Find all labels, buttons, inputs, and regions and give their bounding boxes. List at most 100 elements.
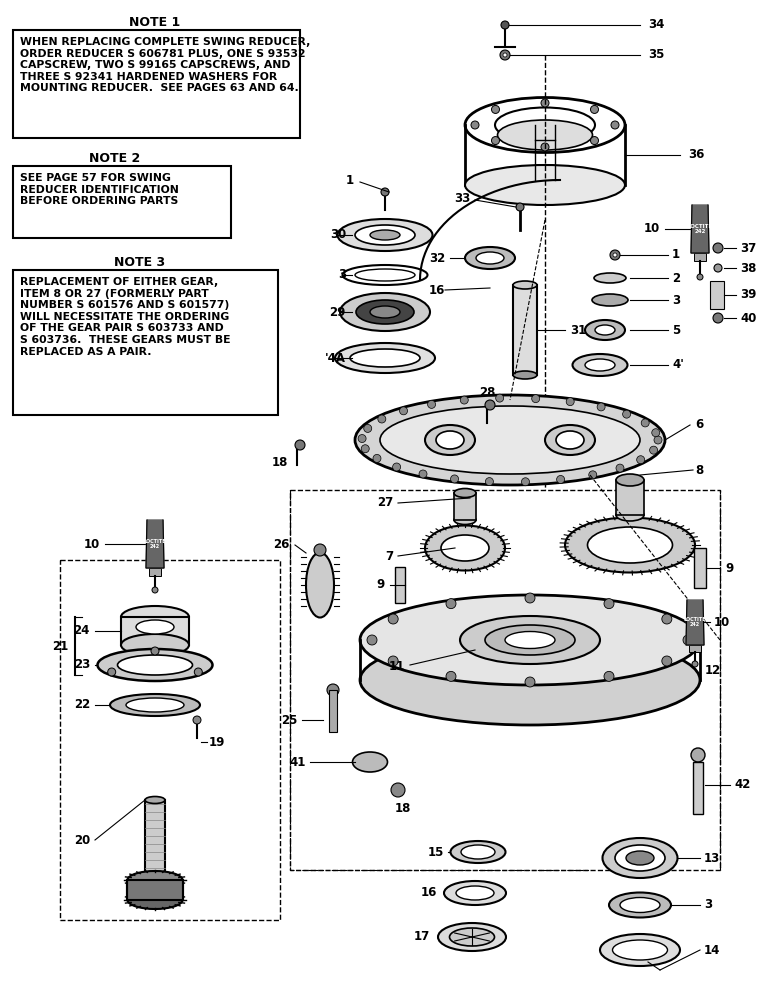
Ellipse shape [616,474,644,486]
Polygon shape [146,520,164,568]
Circle shape [400,407,408,415]
Bar [710,281,724,309]
Ellipse shape [620,898,660,912]
Circle shape [597,403,605,411]
Bar [149,568,161,576]
Text: NOTE 2: NOTE 2 [90,151,141,164]
Ellipse shape [444,881,506,905]
Text: SEE PAGE 57 FOR SWING
REDUCER IDENTIFICATION
BEFORE ORDERING PARTS: SEE PAGE 57 FOR SWING REDUCER IDENTIFICA… [20,173,179,206]
Ellipse shape [612,940,668,960]
Ellipse shape [460,616,600,664]
Circle shape [697,274,703,280]
Polygon shape [691,205,709,253]
Ellipse shape [449,928,495,946]
Text: 3: 3 [704,898,712,912]
Text: 9: 9 [377,578,385,591]
Circle shape [485,400,495,410]
Ellipse shape [451,841,506,863]
Circle shape [314,544,326,556]
Ellipse shape [136,620,174,634]
Text: WHEN REPLACING COMPLETE SWING REDUCER,
ORDER REDUCER S 606781 PLUS, ONE S 93532
: WHEN REPLACING COMPLETE SWING REDUCER, O… [20,37,310,93]
Ellipse shape [602,838,678,878]
Circle shape [654,436,662,444]
Text: NOTE 3: NOTE 3 [114,255,165,268]
Text: 10: 10 [644,223,660,235]
Ellipse shape [438,923,506,951]
Circle shape [714,264,722,272]
Circle shape [589,471,597,479]
Ellipse shape [573,354,628,376]
Text: 5: 5 [672,324,680,336]
Circle shape [692,661,698,667]
Circle shape [492,105,499,113]
Ellipse shape [626,851,654,865]
Text: 16: 16 [421,886,437,900]
Circle shape [662,656,672,666]
Text: 29: 29 [330,306,346,318]
Text: 20: 20 [74,834,90,846]
Bar [689,645,701,652]
Ellipse shape [585,359,615,371]
Text: 21: 21 [52,640,68,652]
Ellipse shape [360,635,700,725]
Circle shape [501,21,509,29]
Bar [454,493,476,520]
Circle shape [566,398,574,406]
Text: 8: 8 [695,464,703,477]
Text: 33: 33 [454,192,470,205]
Circle shape [364,424,372,432]
Circle shape [500,50,510,60]
Text: 42: 42 [734,778,750,792]
Text: 6: 6 [695,418,703,432]
Ellipse shape [350,349,420,367]
Circle shape [591,105,598,113]
Circle shape [373,454,381,462]
Bar [513,285,537,375]
Text: 36: 36 [688,148,704,161]
Ellipse shape [370,230,400,240]
Text: 27: 27 [377,496,393,510]
Text: 28: 28 [479,386,495,399]
Ellipse shape [337,219,432,251]
Circle shape [516,203,524,211]
Text: 1: 1 [346,174,354,186]
Circle shape [108,668,116,676]
Text: 19: 19 [209,736,225,748]
Ellipse shape [127,871,182,889]
Text: 25: 25 [282,714,298,726]
Ellipse shape [355,225,415,245]
Text: 1: 1 [672,248,680,261]
Text: 10: 10 [83,538,100,550]
Ellipse shape [335,343,435,373]
Ellipse shape [600,934,680,966]
Text: 32: 32 [428,251,445,264]
Ellipse shape [117,655,192,675]
Circle shape [388,614,398,624]
Bar [13,30,300,138]
Text: 13: 13 [704,852,720,864]
Circle shape [591,137,598,145]
Text: 4': 4' [672,359,684,371]
Text: 3: 3 [672,294,680,306]
Ellipse shape [585,320,625,340]
Circle shape [613,253,617,257]
Ellipse shape [587,527,672,563]
Ellipse shape [465,165,625,205]
Circle shape [541,143,549,151]
Ellipse shape [436,431,464,449]
Text: 17: 17 [414,930,430,944]
Circle shape [652,429,660,437]
Circle shape [361,445,369,453]
Ellipse shape [565,518,695,572]
Text: 9: 9 [725,562,733,574]
Circle shape [358,435,366,443]
Ellipse shape [306,552,334,617]
Circle shape [367,635,377,645]
Ellipse shape [343,265,428,285]
Text: 31: 31 [570,324,586,336]
Ellipse shape [609,892,671,918]
Circle shape [492,137,499,145]
Ellipse shape [353,752,388,772]
Text: LOCTITE
242: LOCTITE 242 [684,617,706,627]
Polygon shape [686,600,704,645]
